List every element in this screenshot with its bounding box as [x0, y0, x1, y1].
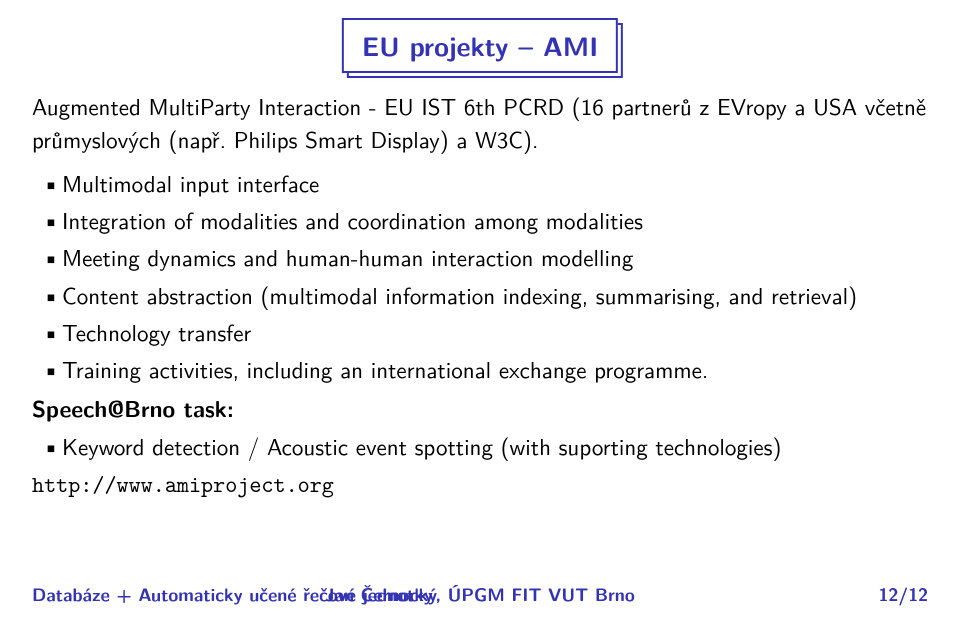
footer-center: Jan Černocký, ÚPGM FIT VUT Brno: [325, 582, 635, 607]
main-bullet-list: Multimodal input interface Integration o…: [32, 167, 928, 387]
task-bullet-list: Keyword detection / Acoustic event spott…: [32, 430, 928, 463]
title-frame: EU projekty – AMI: [342, 18, 618, 73]
list-item: Multimodal input interface: [32, 167, 928, 200]
list-item: Training activities, including an intern…: [32, 353, 928, 386]
list-item: Integration of modalities and coordinati…: [32, 204, 928, 237]
slide-title: EU projekty – AMI: [362, 26, 598, 65]
list-item: Content abstraction (multimodal informat…: [32, 279, 928, 312]
task-label: Speech@Brno task:: [32, 391, 928, 424]
list-item: Technology transfer: [32, 316, 928, 349]
title-box: EU projekty – AMI: [342, 18, 618, 73]
slide-body: Augmented MultiParty Interaction - EU IS…: [32, 90, 928, 503]
slide: EU projekty – AMI Augmented MultiParty I…: [0, 0, 960, 622]
list-item: Keyword detection / Acoustic event spott…: [32, 430, 928, 463]
project-url: http://www.amiproject.org: [32, 469, 928, 502]
footer-right: 12/12: [879, 582, 929, 607]
intro-paragraph: Augmented MultiParty Interaction - EU IS…: [32, 90, 928, 157]
slide-footer: Databáze + Automaticky učené řečové jedn…: [32, 582, 928, 606]
list-item: Meeting dynamics and human-human interac…: [32, 241, 928, 274]
